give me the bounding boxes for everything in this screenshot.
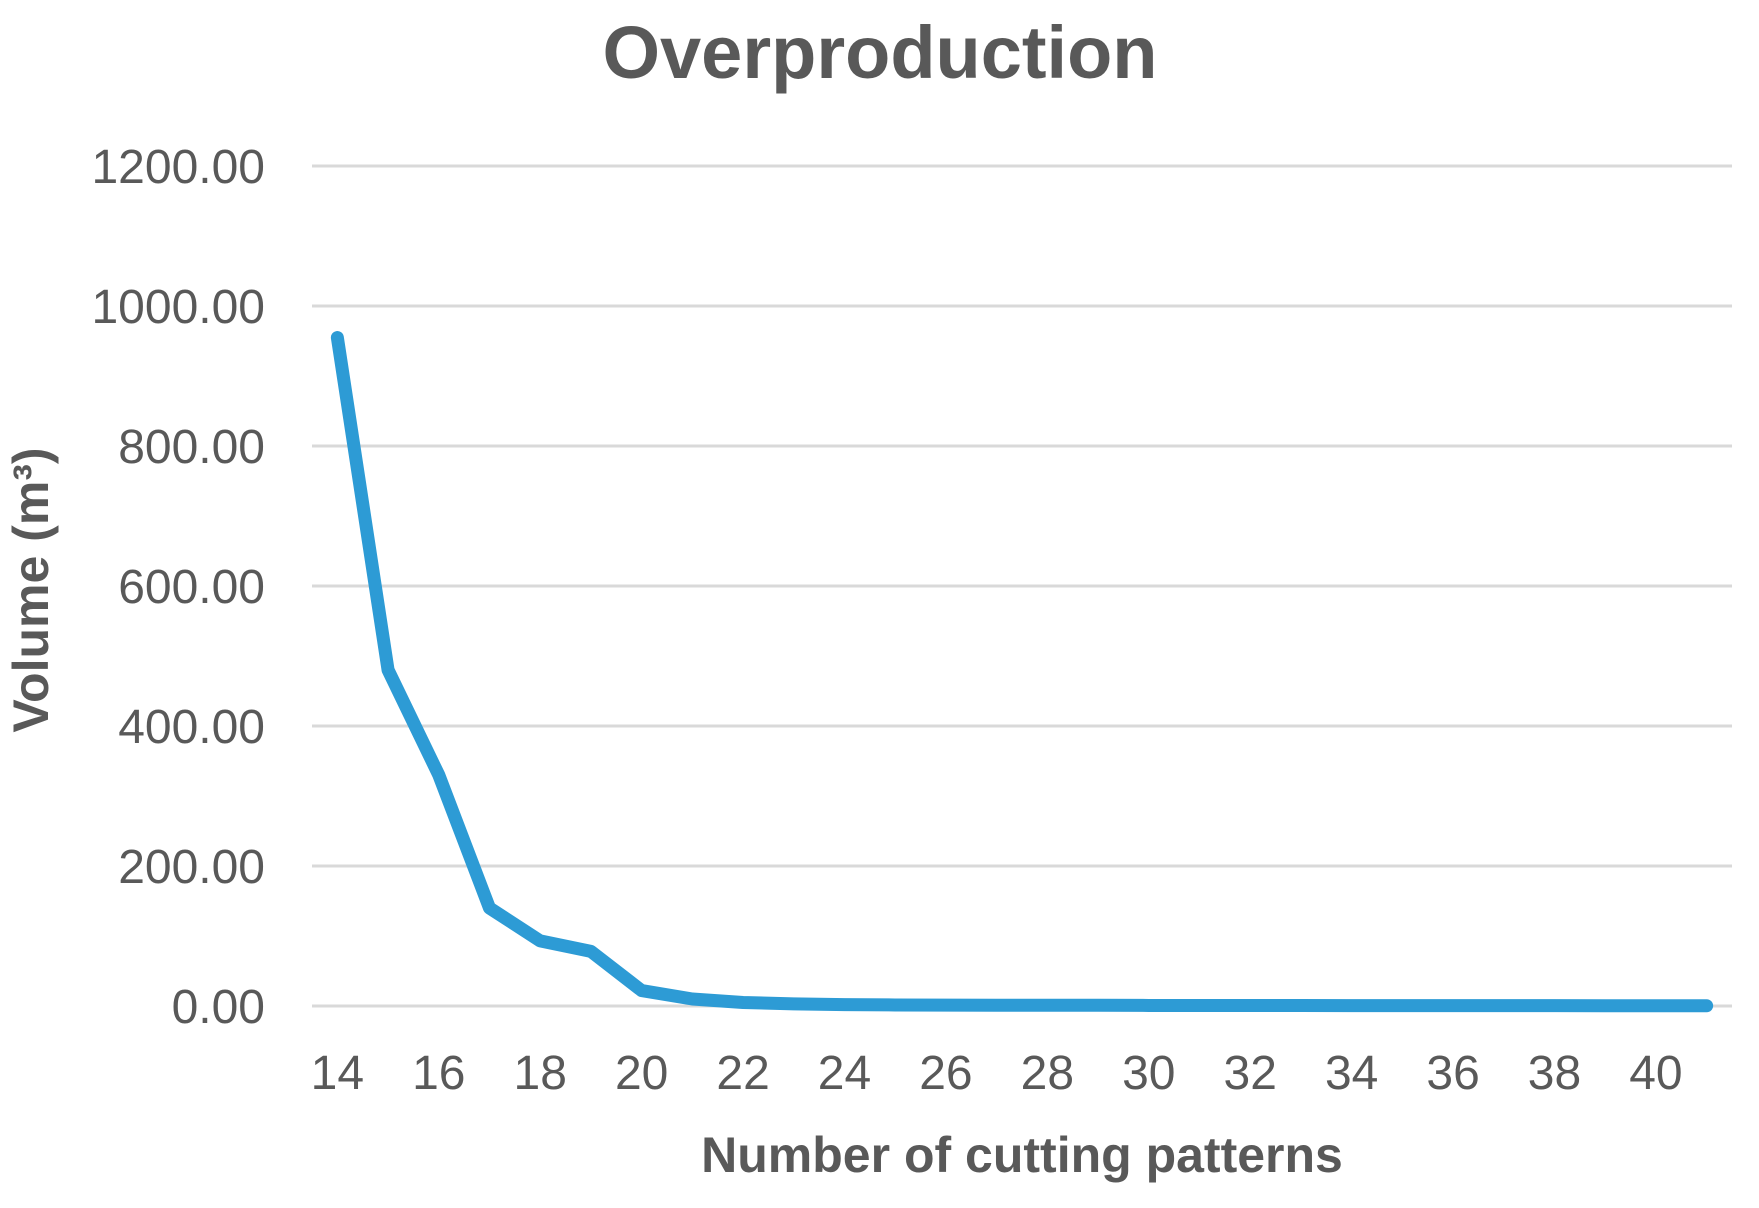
x-tick-label: 32 bbox=[1224, 1047, 1277, 1100]
chart-title: Overproduction bbox=[602, 11, 1157, 94]
x-tick-label: 36 bbox=[1426, 1047, 1479, 1100]
y-tick-label: 200.00 bbox=[118, 841, 265, 894]
x-axis-title: Number of cutting patterns bbox=[701, 1127, 1343, 1183]
x-tick-label: 14 bbox=[311, 1047, 364, 1100]
x-tick-label: 30 bbox=[1122, 1047, 1175, 1100]
x-tick-label: 26 bbox=[919, 1047, 972, 1100]
gridlines-group bbox=[312, 164, 1732, 1008]
x-tick-label: 34 bbox=[1325, 1047, 1378, 1100]
x-tick-label: 24 bbox=[818, 1047, 871, 1100]
x-tick-label: 38 bbox=[1528, 1047, 1581, 1100]
x-tick-label: 16 bbox=[412, 1047, 465, 1100]
y-tick-label: 1200.00 bbox=[91, 141, 265, 194]
x-tick-label: 20 bbox=[615, 1047, 668, 1100]
y-axis-title: Volume (m³) bbox=[3, 447, 59, 732]
data-series-line bbox=[330, 331, 1714, 1013]
x-tick-label: 18 bbox=[514, 1047, 567, 1100]
y-tick-label: 1000.00 bbox=[91, 281, 265, 334]
y-tick-label: 400.00 bbox=[118, 701, 265, 754]
x-tick-label: 40 bbox=[1629, 1047, 1682, 1100]
tick-labels-group: 0.00 200.00 400.00 600.00 800.00 1000.00 1200.… bbox=[91, 141, 1682, 1100]
y-tick-label: 600.00 bbox=[118, 561, 265, 614]
y-tick-label: 800.00 bbox=[118, 421, 265, 474]
series-group bbox=[330, 331, 1714, 1013]
x-tick-label: 22 bbox=[716, 1047, 769, 1100]
y-tick-label: 0.00 bbox=[172, 981, 265, 1034]
x-tick-label: 28 bbox=[1021, 1047, 1074, 1100]
